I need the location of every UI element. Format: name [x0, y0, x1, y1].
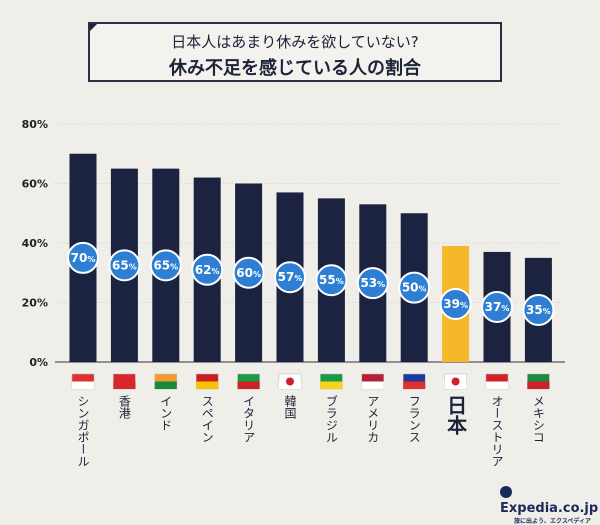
flag-icon-stripe — [527, 381, 550, 389]
expedia-logo: Expedia.co.jp 旅に出よう、エクスペディア — [500, 486, 600, 525]
category-label: ブラジル — [324, 394, 338, 443]
category-label: フランス — [407, 395, 421, 443]
y-tick-label: 80% — [22, 118, 48, 131]
flag-icon-stripe — [154, 381, 177, 389]
logo-name: Expedia.co.jp — [500, 501, 599, 516]
value-label-circle — [67, 241, 99, 274]
category-label: オーストリア — [490, 395, 504, 467]
value-label: 65% — [112, 258, 137, 272]
value-label-circle — [522, 293, 555, 326]
logo-tagline: 旅に出よう、エクスペディア — [514, 518, 591, 525]
category-label: インド — [159, 395, 173, 431]
value-label-circle — [439, 287, 472, 320]
globe-icon — [500, 486, 512, 498]
category-label: スペイン — [200, 395, 214, 443]
chart-title-box: 日本人はあまり休みを欲していない? 休み不足を感じている人の割合 — [88, 22, 502, 82]
flag-icon-stripe — [320, 381, 343, 389]
value-label-circle — [191, 253, 224, 286]
category-label: イタリア — [242, 395, 256, 443]
category-label: 韓国 — [283, 395, 297, 419]
value-label-circle — [232, 256, 265, 289]
value-label-circle — [356, 267, 389, 300]
y-tick-label: 40% — [22, 237, 48, 250]
category-label: メキシコ — [531, 395, 545, 443]
y-tick-label: 0% — [29, 356, 48, 369]
chart-subtitle: 日本人はあまり休みを欲していない? — [171, 33, 419, 51]
category-label: 日本 — [444, 395, 468, 435]
value-label-circle — [108, 249, 141, 282]
value-label-circle — [398, 271, 431, 304]
value-label-circle — [274, 261, 306, 294]
flag-icon-stripe — [403, 381, 426, 389]
y-tick-label: 60% — [22, 178, 48, 191]
chart-title: 休み不足を感じている人の割合 — [169, 58, 421, 79]
value-label-circle — [481, 290, 513, 323]
flag-icon-stripe — [361, 381, 384, 389]
value-label: 60% — [236, 266, 261, 280]
value-label: 39% — [443, 297, 468, 311]
flag-icon-emblem — [451, 377, 460, 386]
value-label: 50% — [402, 281, 427, 295]
value-label: 35% — [526, 303, 551, 317]
value-label: 55% — [319, 273, 344, 287]
flag-icon-emblem — [286, 377, 294, 386]
category-label: シンガポール — [76, 395, 90, 467]
y-tick-label: 20% — [22, 297, 48, 310]
flag-icon-stripe — [486, 381, 508, 389]
flag-icon-stripe — [196, 381, 219, 389]
value-label: 70% — [71, 251, 96, 265]
value-label-circle — [315, 264, 348, 297]
value-label: 57% — [278, 270, 303, 284]
value-label: 62% — [195, 263, 220, 277]
value-label: 53% — [360, 276, 385, 290]
flag-icon-stripe — [237, 381, 260, 389]
category-label: アメリカ — [366, 395, 380, 443]
value-label-circle — [149, 249, 182, 282]
value-label: 37% — [485, 300, 510, 314]
category-label: 香港 — [117, 395, 131, 419]
flag-icon-stripe — [72, 381, 94, 389]
value-label: 65% — [153, 258, 178, 272]
flag-icon-stripe — [113, 381, 136, 389]
